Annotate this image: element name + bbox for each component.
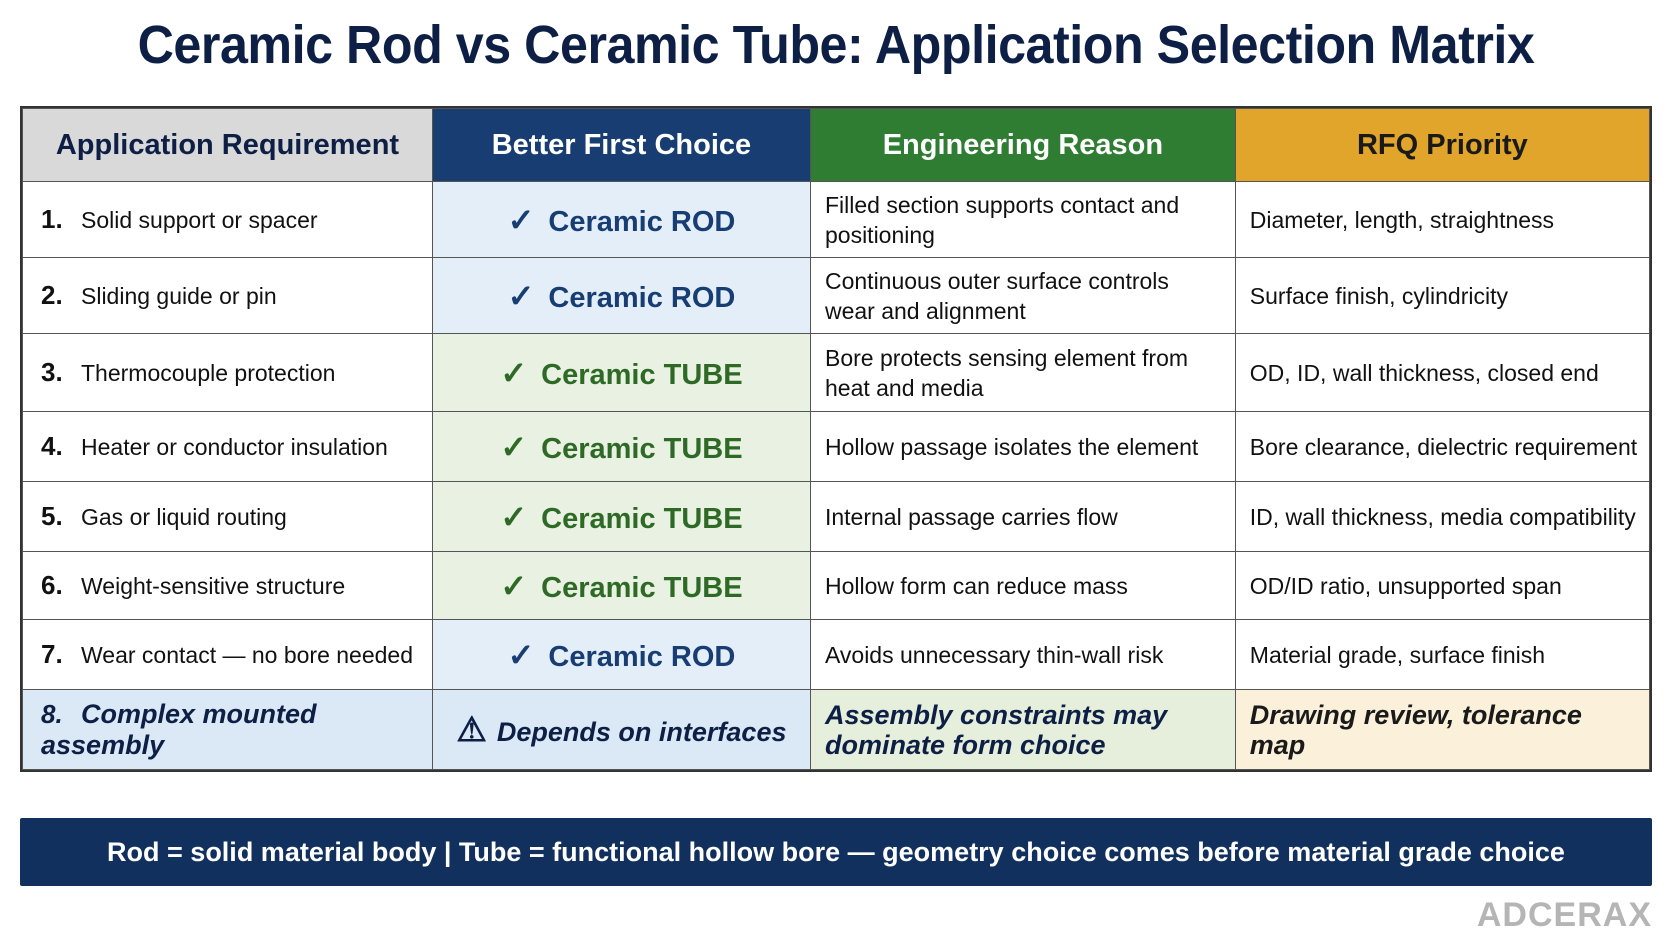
table-row: 5. Gas or liquid routing ✓ Ceramic TUBE Inte… xyxy=(22,481,1651,552)
warning-icon: ⚠ xyxy=(456,710,487,749)
choice-text: Ceramic ROD xyxy=(548,205,736,238)
header-requirement: Application Requirement xyxy=(22,108,433,182)
checkmark-icon: ✓ xyxy=(500,428,528,465)
row-number: 8. xyxy=(41,698,63,729)
reason-cell: Filled section supports contact and posi… xyxy=(809,181,1236,258)
requirement-text: Wear contact — no bore needed xyxy=(81,642,414,668)
reason-cell: Internal passage carries flow xyxy=(809,481,1236,552)
requirement-cell: 3. Thermocouple protection xyxy=(22,333,433,412)
choice-cell: ✓ Ceramic TUBE xyxy=(431,551,811,620)
checkmark-icon: ✓ xyxy=(500,567,528,604)
brand-logo: ADCERAX xyxy=(1476,896,1652,934)
row-number: 5. xyxy=(41,501,63,531)
reason-cell: Avoids unnecessary thin-wall risk xyxy=(809,619,1236,690)
rfq-cell: Drawing review, tolerance map xyxy=(1234,689,1651,770)
rfq-cell: Bore clearance, dielectric requirement xyxy=(1234,411,1651,482)
choice-text: Ceramic TUBE xyxy=(541,571,743,604)
selection-matrix: Application Requirement Better First Cho… xyxy=(20,106,1652,772)
choice-cell: ✓ Ceramic TUBE xyxy=(431,411,811,482)
choice-cell: ✓ Ceramic ROD xyxy=(431,619,811,690)
checkmark-icon: ✓ xyxy=(507,201,535,238)
reason-cell: Continuous outer surface controls wear a… xyxy=(809,257,1236,334)
rfq-cell: OD, ID, wall thickness, closed end xyxy=(1234,333,1651,412)
choice-text: Ceramic TUBE xyxy=(541,502,743,535)
table-row: 3. Thermocouple protection ✓ Ceramic TUBE Bo… xyxy=(22,333,1651,412)
choice-text: Ceramic ROD xyxy=(548,281,736,314)
requirement-text: Heater or conductor insulation xyxy=(81,434,388,460)
reason-cell: Hollow form can reduce mass xyxy=(809,551,1236,620)
header-reason: Engineering Reason xyxy=(809,108,1236,182)
rfq-cell: ID, wall thickness, media compatibility xyxy=(1234,481,1651,552)
choice-text: Ceramic TUBE xyxy=(541,358,743,391)
requirement-cell: 6. Weight-sensitive structure xyxy=(22,551,433,620)
requirement-cell: 2. Sliding guide or pin xyxy=(22,257,433,334)
choice-cell: ✓ Ceramic TUBE xyxy=(431,481,811,552)
row-number: 4. xyxy=(41,431,63,461)
page-title: Ceramic Rod vs Ceramic Tube: Application… xyxy=(137,15,1535,75)
matrix-body: 1. Solid support or spacer ✓ Ceramic ROD Fil… xyxy=(22,181,1651,770)
rfq-cell: Material grade, surface finish xyxy=(1234,619,1651,690)
choice-text: Ceramic TUBE xyxy=(541,432,743,465)
requirement-text: Gas or liquid routing xyxy=(81,504,287,530)
checkmark-icon: ✓ xyxy=(500,498,528,535)
choice-cell: ✓ Ceramic ROD xyxy=(431,257,811,334)
table-row: 8. Complex mounted assembly ⚠ Depends on in… xyxy=(22,689,1651,770)
choice-cell: ⚠ Depends on interfaces xyxy=(431,689,811,770)
choice-cell: ✓ Ceramic TUBE xyxy=(431,333,811,412)
requirement-cell: 8. Complex mounted assembly xyxy=(22,689,433,770)
choice-cell: ✓ Ceramic ROD xyxy=(431,181,811,258)
row-number: 1. xyxy=(41,204,63,234)
requirement-cell: 5. Gas or liquid routing xyxy=(22,481,433,552)
header-choice: Better First Choice xyxy=(431,108,811,182)
table-row: 4. Heater or conductor insulation ✓ Ceramic… xyxy=(22,411,1651,482)
requirement-text: Solid support or spacer xyxy=(81,207,318,233)
checkmark-icon: ✓ xyxy=(500,354,528,391)
choice-text: Ceramic ROD xyxy=(548,640,736,673)
requirement-cell: 4. Heater or conductor insulation xyxy=(22,411,433,482)
reason-cell: Hollow passage isolates the element xyxy=(809,411,1236,482)
requirement-text: Sliding guide or pin xyxy=(81,283,277,309)
footer-banner: Rod = solid material body | Tube = funct… xyxy=(20,818,1652,886)
row-number: 2. xyxy=(41,280,63,310)
rfq-cell: Surface finish, cylindricity xyxy=(1234,257,1651,334)
reason-cell: Bore protects sensing element from heat … xyxy=(809,333,1236,412)
requirement-text: Complex mounted assembly xyxy=(41,698,317,760)
rfq-cell: OD/ID ratio, unsupported span xyxy=(1234,551,1651,620)
row-number: 3. xyxy=(41,357,63,387)
choice-text: Depends on interfaces xyxy=(496,716,787,747)
row-number: 6. xyxy=(41,570,63,600)
checkmark-icon: ✓ xyxy=(507,636,535,673)
requirement-text: Thermocouple protection xyxy=(81,360,336,386)
table-row: 2. Sliding guide or pin ✓ Ceramic ROD Contin… xyxy=(22,257,1651,334)
requirement-text: Weight-sensitive structure xyxy=(81,573,346,599)
table-row: 1. Solid support or spacer ✓ Ceramic ROD Fil… xyxy=(22,181,1651,258)
checkmark-icon: ✓ xyxy=(507,277,535,314)
rfq-cell: Diameter, length, straightness xyxy=(1234,181,1651,258)
requirement-cell: 7. Wear contact — no bore needed xyxy=(22,619,433,690)
row-number: 7. xyxy=(41,639,63,669)
reason-cell: Assembly constraints may dominate form c… xyxy=(809,689,1236,770)
header-rfq: RFQ Priority xyxy=(1234,108,1651,182)
header-row: Application Requirement Better First Cho… xyxy=(22,108,1651,182)
requirement-cell: 1. Solid support or spacer xyxy=(22,181,433,258)
table-row: 7. Wear contact — no bore needed ✓ Ceramic … xyxy=(22,619,1651,690)
matrix-table: Application Requirement Better First Cho… xyxy=(22,108,1651,770)
table-row: 6. Weight-sensitive structure ✓ Ceramic TUB… xyxy=(22,551,1651,620)
